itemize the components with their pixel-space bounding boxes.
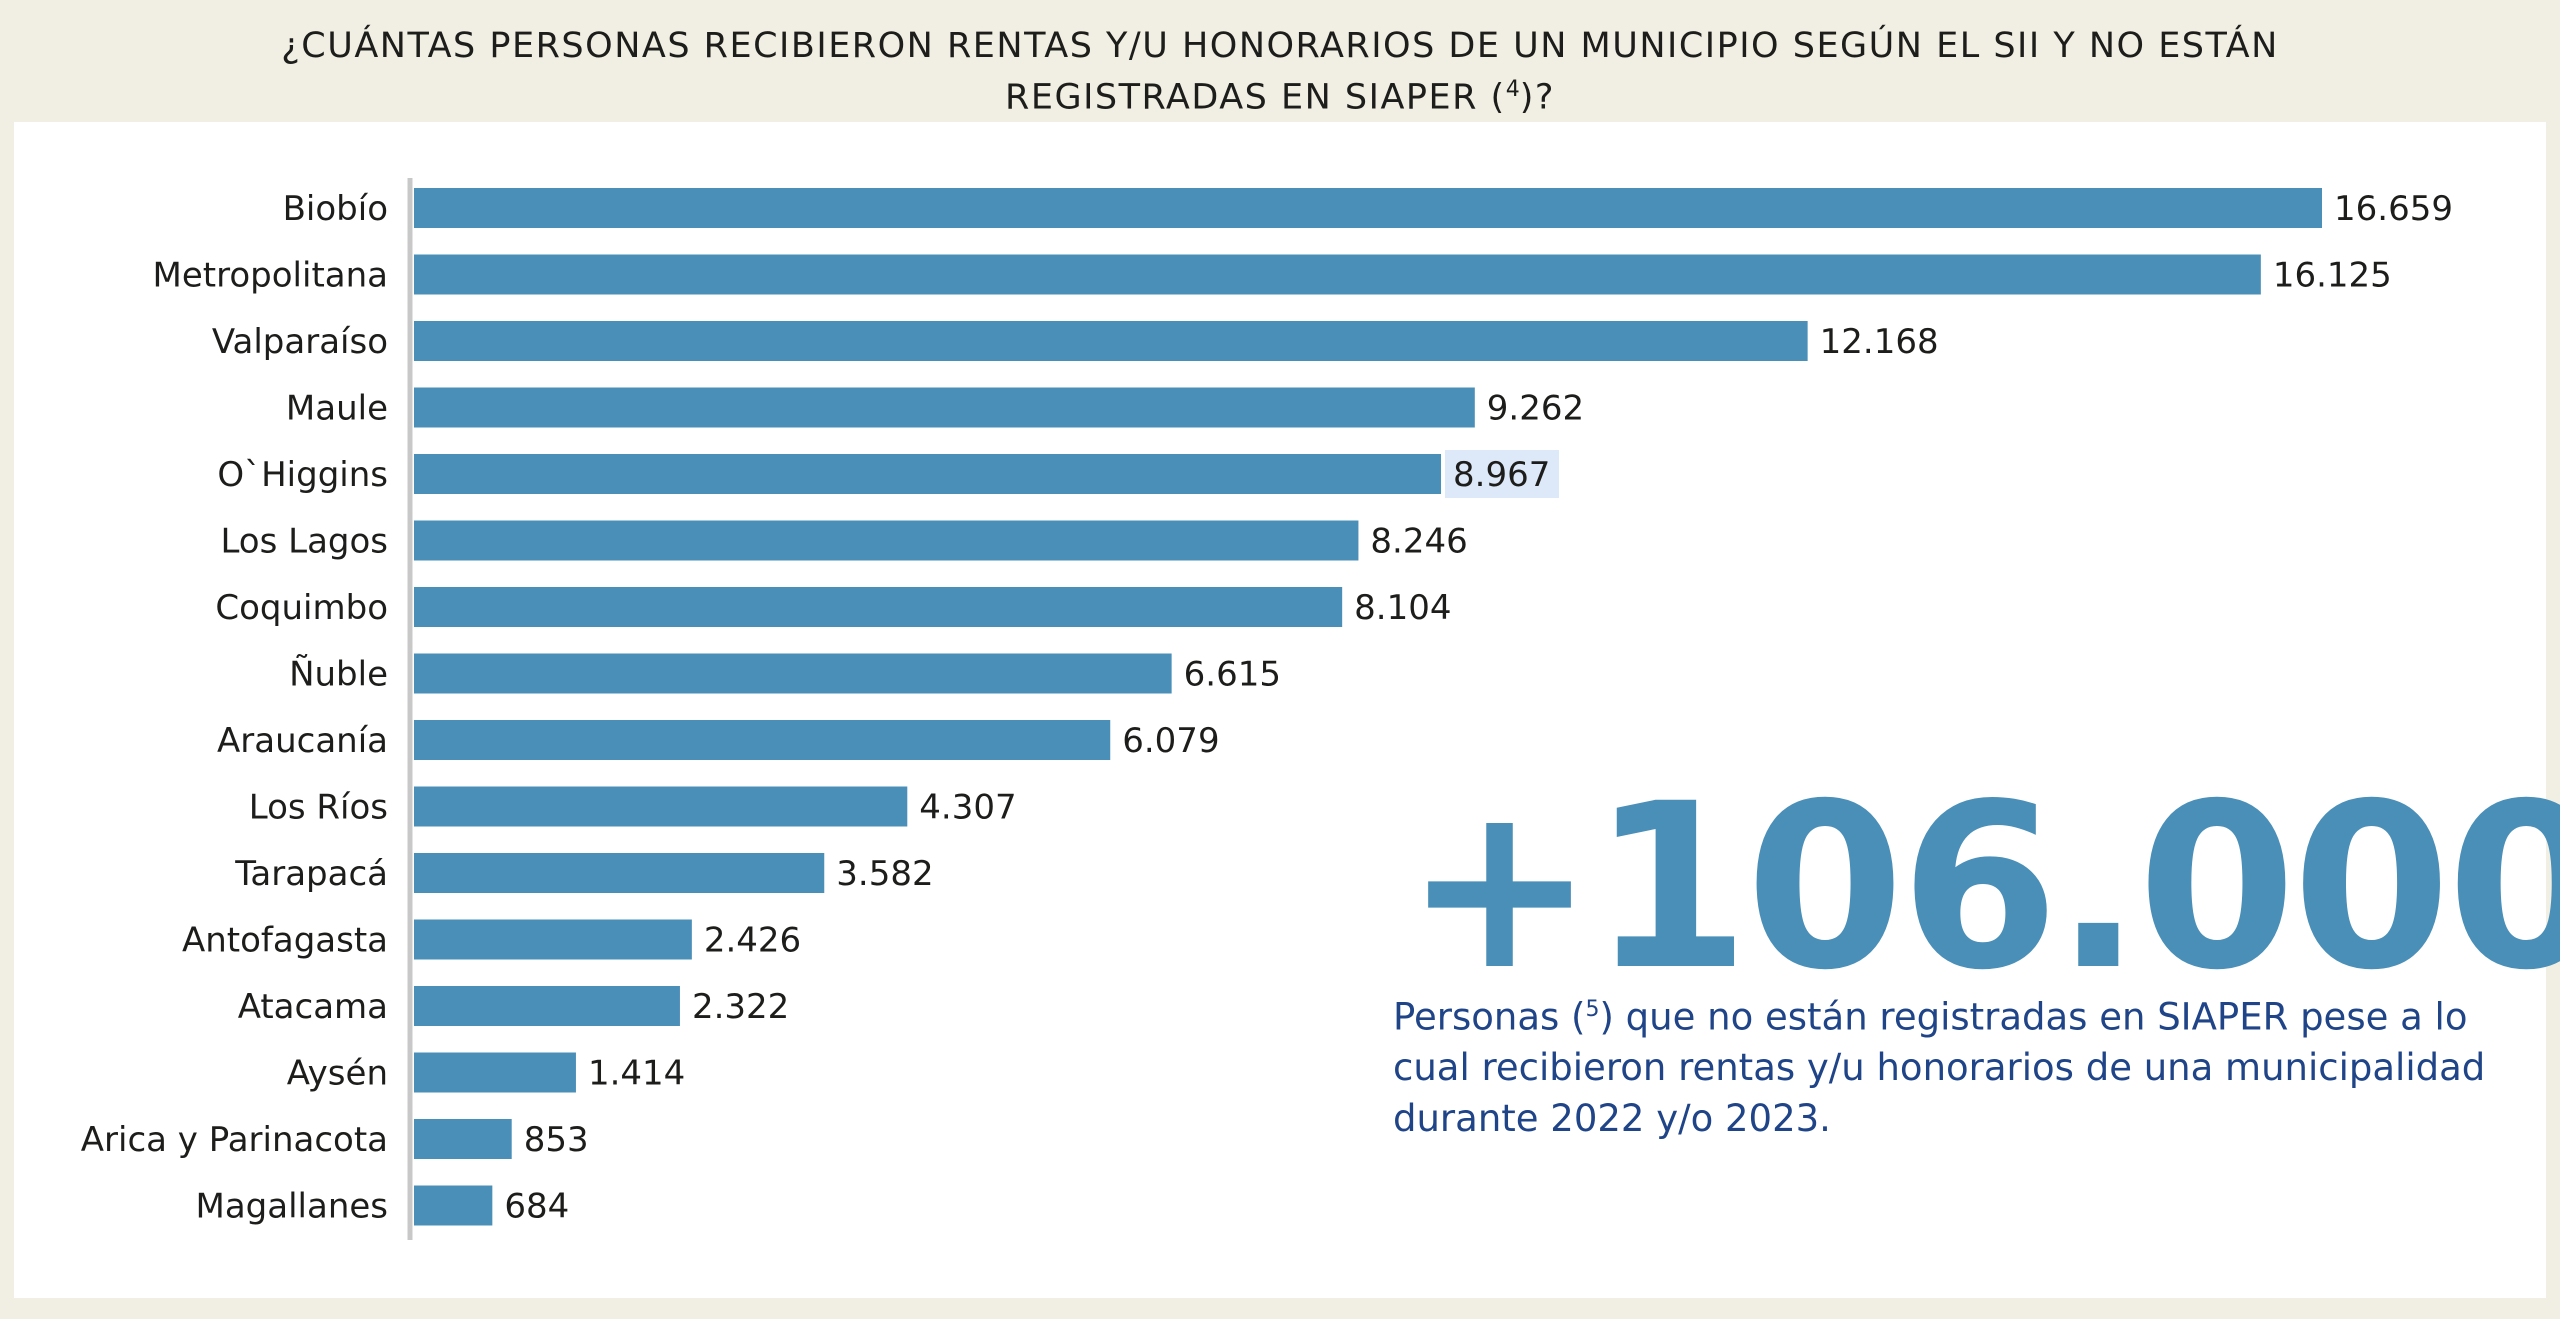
bar [414, 321, 1808, 361]
bar [414, 786, 908, 827]
bar [414, 1119, 512, 1159]
bar [414, 254, 2261, 295]
bar [414, 653, 1172, 694]
bar [414, 1185, 493, 1226]
category-label: Arica y Parinacota [81, 1120, 388, 1160]
bar [414, 1052, 576, 1093]
category-label: Aysén [287, 1054, 388, 1094]
category-label: Magallanes [196, 1187, 389, 1227]
value-label: 853 [524, 1120, 589, 1160]
value-label: 6.079 [1122, 721, 1219, 761]
category-label: Los Lagos [220, 522, 388, 562]
value-label: 8.246 [1370, 522, 1467, 562]
value-label: 2.322 [692, 987, 789, 1027]
note-text-start: Personas ( [1393, 995, 1586, 1039]
bar [414, 986, 680, 1026]
title-footnote: 4 [1505, 77, 1520, 102]
category-label: Maule [286, 389, 388, 429]
value-label: 3.582 [836, 854, 933, 894]
title-line-1: ¿CUÁNTAS PERSONAS RECIBIERON RENTAS Y/U … [281, 26, 2279, 66]
category-label: Ñuble [289, 655, 388, 695]
value-label: 8.967 [1453, 455, 1550, 495]
category-label: Antofagasta [182, 921, 388, 961]
category-label: O`Higgins [217, 455, 388, 495]
highlight-note: Personas (5) que no están registradas en… [1393, 984, 2513, 1144]
category-label: Valparaíso [212, 322, 388, 362]
category-label: Tarapacá [234, 854, 388, 894]
title-line-2-end: )? [1519, 77, 1555, 118]
bar [414, 387, 1475, 428]
value-highlight-box [1445, 450, 1560, 498]
value-label: 9.262 [1487, 389, 1584, 429]
note-footnote: 5 [1585, 997, 1600, 1022]
bar [414, 853, 825, 893]
bar [414, 720, 1111, 760]
bar [414, 587, 1343, 627]
value-label: 12.168 [1820, 322, 1939, 362]
value-label: 16.659 [2334, 189, 2453, 229]
category-label: Los Ríos [249, 788, 388, 828]
bar [414, 520, 1359, 561]
bar [414, 454, 1442, 494]
category-label: Biobío [283, 189, 388, 229]
chart-title: ¿CUÁNTAS PERSONAS RECIBIERON RENTAS Y/U … [160, 24, 2400, 120]
category-label: Coquimbo [215, 588, 388, 628]
value-label: 16.125 [2273, 256, 2392, 296]
value-label: 2.426 [704, 921, 801, 961]
value-label: 1.414 [588, 1054, 685, 1094]
value-label: 6.615 [1184, 655, 1281, 695]
value-label: 8.104 [1354, 588, 1451, 628]
bar [414, 188, 2322, 228]
category-label: Araucanía [217, 721, 388, 761]
bar-chart: Biobío 16.659 Metropolitana 16.125 Valparaís… [81, 178, 2453, 1240]
header: ¿CUÁNTAS PERSONAS RECIBIERON RENTAS Y/U … [0, 0, 2560, 122]
chart-panel: Biobío 16.659 Metropolitana 16.125 Valparaís… [14, 122, 2560, 1298]
value-label: 684 [504, 1187, 569, 1227]
title-line-2: REGISTRADAS EN SIAPER ( [1005, 77, 1506, 118]
value-label: 4.307 [919, 788, 1016, 828]
big-number: +106.000 [1404, 754, 2560, 1020]
note-text-end: ) que no están registradas en SIAPER pes… [1393, 995, 2486, 1141]
category-label: Atacama [238, 987, 388, 1027]
bar [414, 919, 692, 960]
category-label: Metropolitana [153, 256, 388, 296]
